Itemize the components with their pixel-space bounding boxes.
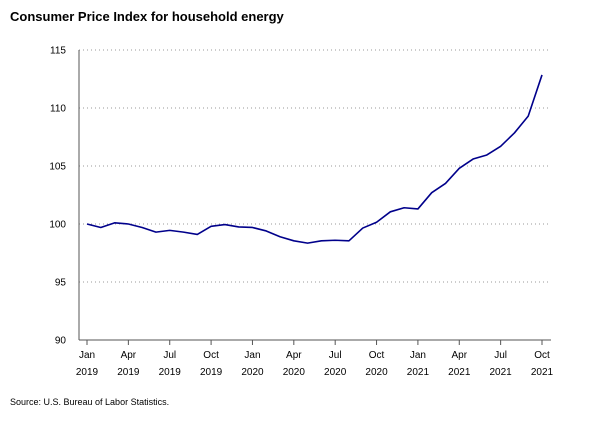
x-tick-label-year: 2021 [448, 367, 471, 378]
y-tick-label: 105 [49, 162, 66, 173]
y-tick-label: 90 [55, 336, 67, 347]
x-tick-label-year: 2021 [531, 367, 554, 378]
x-tick-label-year: 2019 [159, 367, 182, 378]
x-tick-label-month: Apr [286, 350, 302, 361]
x-tick-label-year: 2021 [407, 367, 430, 378]
x-tick-label-year: 2021 [490, 367, 513, 378]
y-tick-label: 110 [50, 104, 66, 115]
x-tick-label-month: Oct [203, 350, 219, 361]
x-tick-label-month: Apr [121, 350, 137, 361]
x-tick-label-year: 2020 [283, 367, 306, 378]
axes [78, 50, 551, 345]
x-tick-labels: Jan 2019 Apr 2019 Jul 2019 Oct 2019 Jan 2020 Apr 20… [76, 350, 554, 378]
x-tick-label-month: Jul [163, 350, 176, 361]
y-tick-label: 115 [50, 46, 66, 57]
x-tick-label-month: Oct [534, 350, 550, 361]
x-tick-label-year: 2019 [76, 367, 99, 378]
x-tick-label-month: Jan [244, 350, 260, 361]
x-tick-label-month: Jul [494, 350, 507, 361]
x-tick-label-month: Jul [329, 350, 342, 361]
chart-title: Consumer Price Index for household energ… [10, 9, 284, 24]
x-tick-label-year: 2019 [200, 367, 223, 378]
source-note: Source: U.S. Bureau of Labor Statistics. [10, 397, 170, 407]
x-tick-label-month: Jan [79, 350, 95, 361]
x-tick-label-month: Oct [369, 350, 385, 361]
x-tick-label-month: Apr [451, 350, 467, 361]
gridlines [79, 49, 551, 283]
x-tick-label-year: 2020 [365, 367, 388, 378]
series-line [86, 74, 543, 244]
y-tick-label: 100 [49, 220, 66, 231]
x-tick-label-year: 2020 [324, 367, 347, 378]
x-tick-label-year: 2019 [117, 367, 140, 378]
x-tick-label-month: Jan [410, 350, 426, 361]
data-series [86, 74, 543, 244]
y-tick-labels: 90 95 100 105 110 115 [49, 46, 66, 347]
y-tick-label: 95 [55, 278, 67, 289]
x-tick-label-year: 2020 [241, 367, 264, 378]
